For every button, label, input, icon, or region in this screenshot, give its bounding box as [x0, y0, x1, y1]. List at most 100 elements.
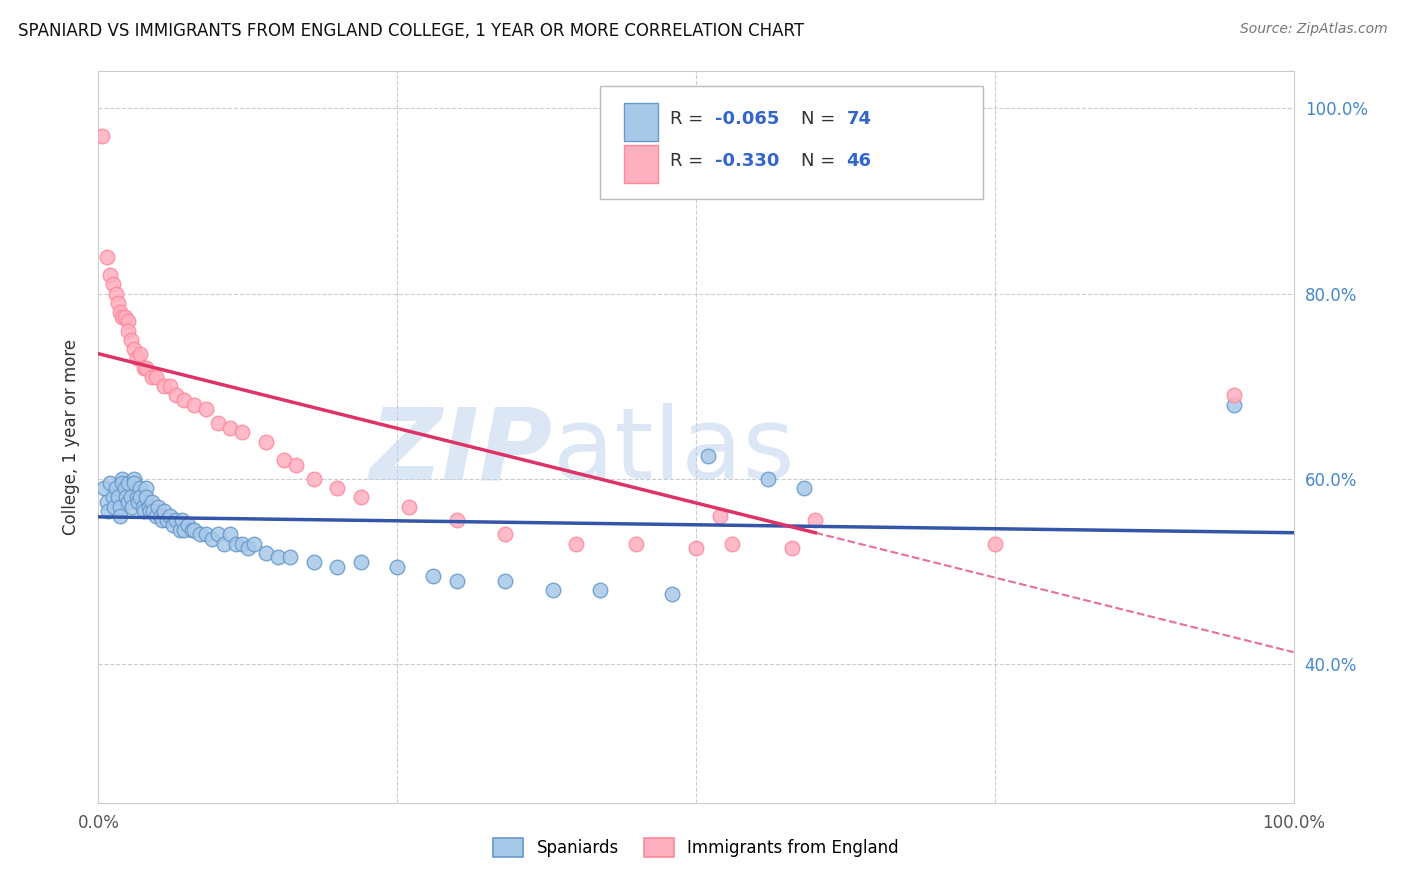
Point	[685, 541, 707, 556]
Point	[165, 388, 187, 402]
Point	[117, 324, 139, 338]
Point	[302, 555, 325, 569]
Point	[159, 508, 181, 523]
Point	[180, 523, 202, 537]
FancyBboxPatch shape	[600, 86, 983, 200]
Point	[91, 129, 114, 144]
Point	[173, 392, 195, 407]
Point	[159, 379, 181, 393]
Point	[1223, 388, 1246, 402]
Point	[162, 518, 184, 533]
Point	[207, 416, 229, 430]
Point	[709, 508, 731, 523]
Point	[129, 490, 152, 504]
Point	[231, 536, 253, 550]
Point	[107, 295, 129, 310]
Point	[132, 360, 155, 375]
Point	[131, 500, 153, 514]
Point	[96, 250, 118, 264]
Point	[398, 500, 420, 514]
Point	[804, 513, 827, 527]
Point	[284, 458, 307, 472]
Point	[195, 527, 218, 541]
Point	[793, 481, 815, 495]
FancyBboxPatch shape	[624, 145, 658, 183]
Point	[98, 476, 122, 491]
Point	[188, 527, 211, 541]
Point	[124, 342, 146, 356]
Point	[254, 546, 277, 560]
Text: -0.065: -0.065	[716, 110, 779, 128]
Point	[273, 453, 295, 467]
Point	[219, 527, 242, 541]
Point	[135, 360, 157, 375]
Point	[114, 310, 136, 324]
Point	[756, 472, 779, 486]
Point	[108, 500, 131, 514]
Point	[626, 536, 648, 550]
Point	[121, 500, 143, 514]
Point	[589, 582, 612, 597]
Text: atlas: atlas	[553, 403, 794, 500]
Point	[107, 490, 129, 504]
Point	[201, 532, 224, 546]
Point	[117, 476, 139, 491]
Point	[422, 569, 444, 583]
Text: SPANIARD VS IMMIGRANTS FROM ENGLAND COLLEGE, 1 YEAR OR MORE CORRELATION CHART: SPANIARD VS IMMIGRANTS FROM ENGLAND COLL…	[18, 22, 804, 40]
Point	[141, 495, 163, 509]
Point	[120, 490, 142, 504]
Point	[267, 550, 290, 565]
Point	[97, 504, 120, 518]
Point	[350, 490, 373, 504]
Point	[148, 500, 170, 514]
Text: 46: 46	[846, 152, 872, 169]
Point	[494, 527, 516, 541]
Point	[120, 333, 142, 347]
Point	[127, 495, 149, 509]
Point	[117, 495, 139, 509]
Point	[780, 541, 803, 556]
Point	[446, 513, 468, 527]
Point	[278, 550, 301, 565]
Legend: Spaniards, Immigrants from England: Spaniards, Immigrants from England	[486, 831, 905, 864]
Point	[153, 379, 176, 393]
Point	[565, 536, 588, 550]
Text: -0.330: -0.330	[716, 152, 779, 169]
Point	[661, 587, 683, 601]
Point	[169, 523, 191, 537]
Point	[219, 421, 242, 435]
Point	[172, 513, 194, 527]
Point	[125, 490, 148, 504]
Point	[124, 472, 146, 486]
Point	[111, 472, 134, 486]
Point	[302, 472, 325, 486]
Point	[135, 481, 157, 495]
Point	[115, 490, 138, 504]
Point	[145, 508, 167, 523]
Point	[721, 536, 744, 550]
Point	[183, 523, 205, 537]
Point	[93, 481, 115, 495]
Text: N =: N =	[801, 110, 841, 128]
Point	[446, 574, 468, 588]
Point	[108, 305, 131, 319]
Point	[1223, 398, 1246, 412]
Text: N =: N =	[801, 152, 841, 169]
Point	[984, 536, 1007, 550]
Point	[98, 268, 122, 282]
Text: R =: R =	[669, 110, 709, 128]
Point	[124, 476, 146, 491]
Point	[138, 500, 160, 514]
Point	[254, 434, 277, 449]
Point	[326, 559, 349, 574]
Point	[111, 310, 134, 324]
Point	[105, 481, 128, 495]
Point	[207, 527, 229, 541]
Point	[111, 476, 134, 491]
Y-axis label: College, 1 year or more: College, 1 year or more	[62, 339, 80, 535]
Point	[243, 536, 266, 550]
Point	[139, 504, 162, 518]
Point	[96, 495, 118, 509]
Point	[150, 513, 173, 527]
Point	[108, 508, 131, 523]
